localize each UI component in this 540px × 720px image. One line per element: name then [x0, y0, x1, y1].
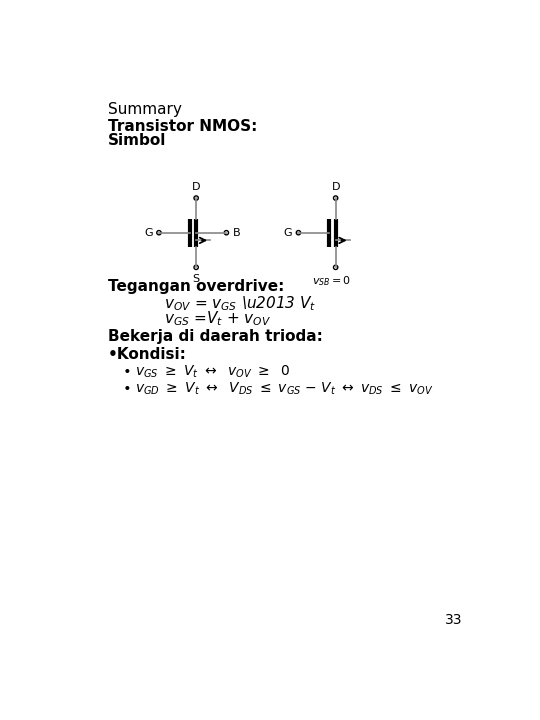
Text: D: D — [192, 182, 200, 192]
Text: Transistor NMOS:: Transistor NMOS: — [108, 119, 257, 134]
Text: $v_{SB}=0$: $v_{SB}=0$ — [312, 274, 352, 288]
Text: G: G — [144, 228, 153, 238]
Text: •Kondisi:: •Kondisi: — [108, 346, 187, 361]
Text: D: D — [332, 182, 340, 192]
Text: Summary: Summary — [108, 102, 181, 117]
Text: $v_{GS}$ =$V_t$ + $v_{OV}$: $v_{GS}$ =$V_t$ + $v_{OV}$ — [164, 310, 272, 328]
Text: $\bullet$ $v_{GS}$ $\geq$ $V_t$ $\leftrightarrow$  $v_{OV}$ $\geq$  $0$: $\bullet$ $v_{GS}$ $\geq$ $V_t$ $\leftri… — [122, 364, 290, 380]
Text: Bekerja di daerah trioda:: Bekerja di daerah trioda: — [108, 329, 323, 344]
Text: $v_{OV}$ = $v_{GS}$ \u2013 $V_t$: $v_{OV}$ = $v_{GS}$ \u2013 $V_t$ — [164, 294, 317, 313]
Text: $\bullet$ $v_{GD}$ $\geq$ $V_t$ $\leftrightarrow$  $V_{DS}$ $\leq$ $v_{GS}$ $-$ : $\bullet$ $v_{GD}$ $\geq$ $V_t$ $\leftri… — [122, 381, 433, 397]
Text: S: S — [193, 274, 200, 284]
Text: Tegangan overdrive:: Tegangan overdrive: — [108, 279, 284, 294]
Text: B: B — [233, 228, 240, 238]
Text: G: G — [284, 228, 292, 238]
Text: Simbol: Simbol — [108, 132, 166, 148]
Text: 33: 33 — [446, 613, 463, 627]
